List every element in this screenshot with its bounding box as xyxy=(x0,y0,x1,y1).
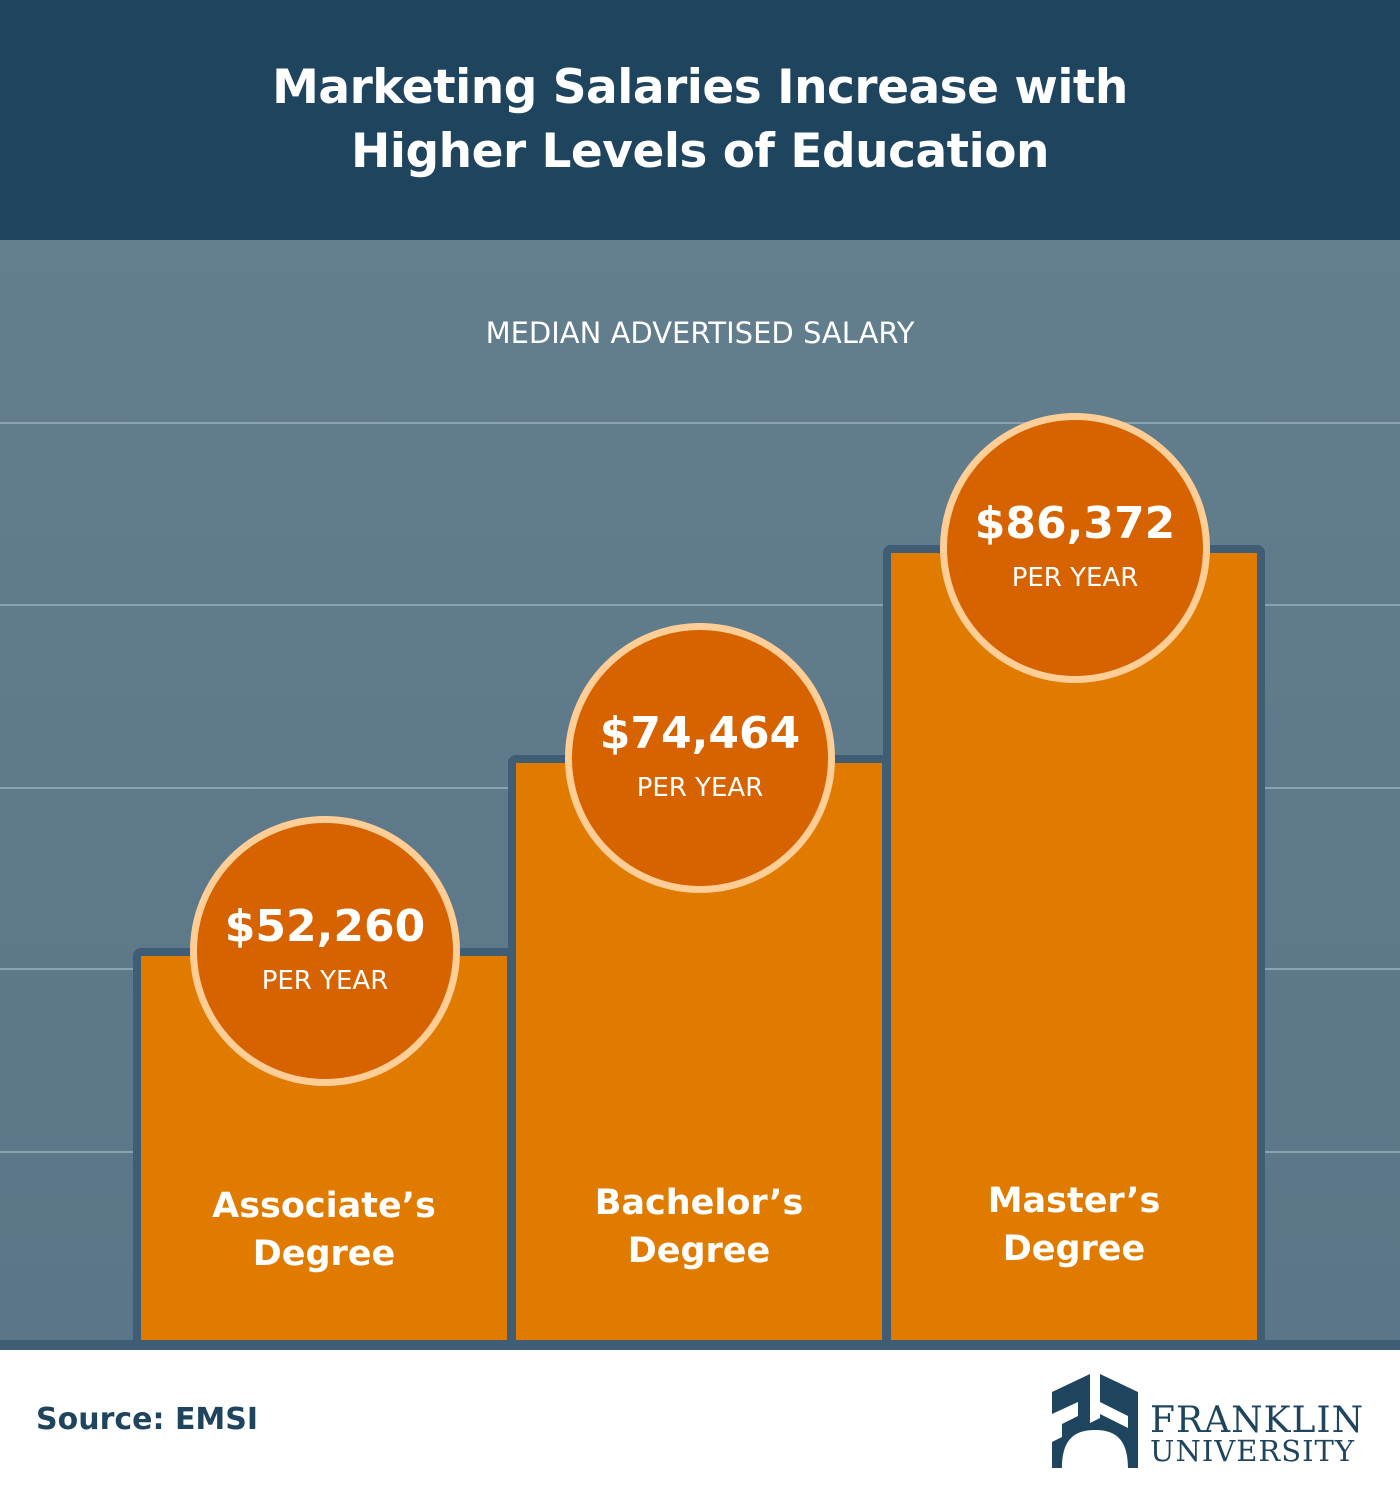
baseline xyxy=(0,1340,1400,1350)
unit-label: PER YEAR xyxy=(636,773,764,803)
logo-text-university: UNIVERSITY xyxy=(1150,1434,1356,1468)
bar-label: Bachelor’s Degree xyxy=(516,1179,882,1275)
franklin-logo: FRANKLIN UNIVERSITY xyxy=(1050,1372,1370,1472)
title-line-1: Marketing Salaries Increase with xyxy=(272,60,1128,115)
value-label: $86,372 xyxy=(974,498,1176,549)
label-line: Bachelor’s xyxy=(594,1183,804,1223)
unit-label: PER YEAR xyxy=(1011,563,1139,593)
label-line: Degree xyxy=(252,1234,396,1274)
value-label: $52,260 xyxy=(224,901,426,952)
arch-logo-icon xyxy=(1052,1374,1138,1468)
label-line: Degree xyxy=(1002,1229,1146,1269)
gridline xyxy=(0,422,1400,424)
source-note: Source: EMSI xyxy=(36,1402,259,1437)
title-line-2: Higher Levels of Education xyxy=(351,124,1049,179)
chart-title: Marketing Salaries Increase with Higher L… xyxy=(0,0,1400,184)
chart-subtitle: MEDIAN ADVERTISED SALARY xyxy=(485,316,915,350)
value-label: $74,464 xyxy=(599,708,801,759)
label-line: Associate’s xyxy=(212,1186,436,1226)
chart-area: MEDIAN ADVERTISED SALARY Associate’s Degr… xyxy=(0,240,1400,1350)
header: Marketing Salaries Increase with Higher L… xyxy=(0,0,1400,240)
value-badge-bachelors: $74,464 PER YEAR xyxy=(565,623,835,893)
value-badge-associates: $52,260 PER YEAR xyxy=(190,816,460,1086)
label-line: Degree xyxy=(627,1231,771,1271)
value-badge-masters: $86,372 PER YEAR xyxy=(940,413,1210,683)
unit-label: PER YEAR xyxy=(261,966,389,996)
bar-label: Associate’s Degree xyxy=(141,1182,507,1278)
gridline xyxy=(0,604,1400,606)
logo-text-franklin: FRANKLIN xyxy=(1150,1400,1365,1441)
label-line: Master’s xyxy=(987,1181,1161,1221)
bar-label: Master’s Degree xyxy=(891,1177,1257,1273)
